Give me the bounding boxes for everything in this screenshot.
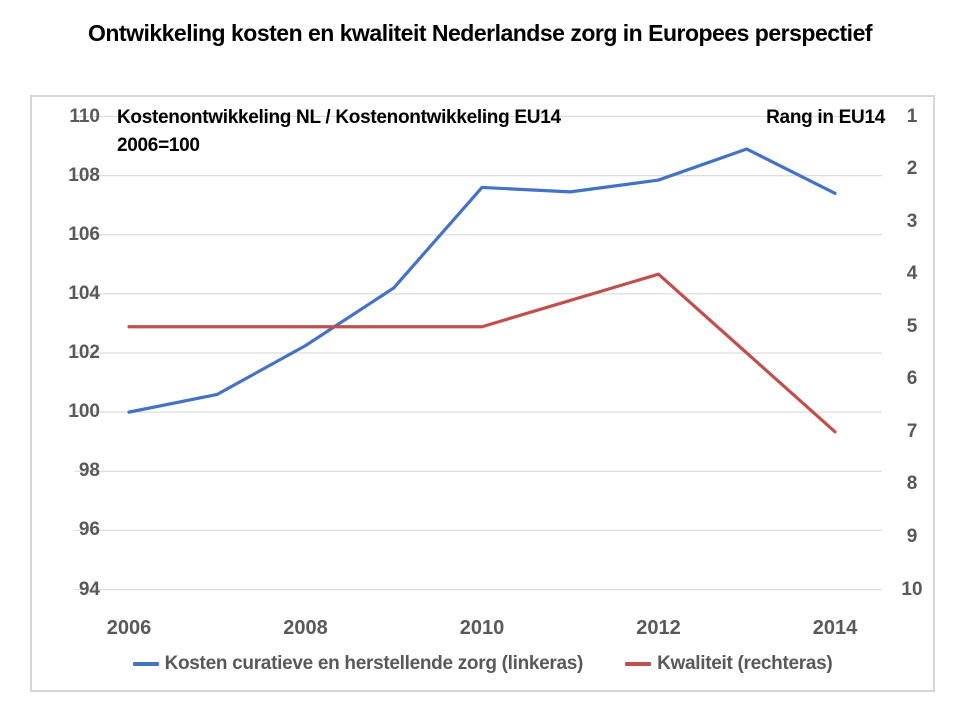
legend-swatch [625,662,652,666]
legend-label: Kwaliteit (rechteras) [657,653,833,674]
left-axis-tick: 102 [68,342,100,363]
right-axis-tick: 7 [906,420,918,442]
right-axis-tick: 4 [906,263,918,285]
legend-label: Kosten curatieve en herstellende zorg (l… [164,653,584,674]
chart-title: Ontwikkeling kosten en kwaliteit Nederla… [87,20,873,46]
right-axis-tick: 3 [906,210,918,232]
right-axis-tick: 2 [906,158,918,180]
legend-item: Kosten curatieve en herstellende zorg (l… [132,653,584,675]
left-axis-tick: 94 [78,578,100,600]
left-axis-tick: 96 [78,519,100,541]
left-axis-tick: 104 [68,282,100,304]
right-axis-label: Rang in EU14 [766,107,885,128]
left-axis-label-line1: Kostenontwikkeling NL / Kostenontwikkeli… [117,107,561,128]
series-line-0 [127,147,837,414]
x-axis-tick: 2006 [106,617,152,639]
legend: Kosten curatieve en herstellende zorg (l… [32,653,933,675]
x-axis-tick: 2014 [812,617,858,639]
chart-panel: Kostenontwikkeling NL / Kostenontwikkeli… [30,95,935,692]
left-axis-tick: 108 [68,164,100,186]
legend-swatch [132,662,159,666]
right-axis-tick: 10 [901,578,923,600]
right-axis-tick: 5 [906,315,918,337]
right-axis-tick: 9 [906,525,918,547]
right-axis-tick: 8 [906,473,918,495]
right-axis-tick: 1 [906,105,918,127]
left-axis-tick: 110 [69,105,100,127]
legend-item: Kwaliteit (rechteras) [625,653,833,675]
right-axis-tick: 6 [906,368,918,390]
series-line-1 [127,272,837,434]
left-axis-tick: 106 [68,223,100,245]
x-axis-tick: 2008 [283,617,328,639]
x-axis-tick: 2010 [459,617,505,639]
x-axis-tick: 2012 [636,617,681,639]
left-axis-label: Kostenontwikkeling NL / Kostenontwikkeli… [117,104,561,160]
left-axis-tick: 100 [68,401,100,423]
left-axis-tick: 98 [78,460,100,482]
plot-area [75,115,882,591]
left-axis-label-line2: 2006=100 [117,135,200,156]
